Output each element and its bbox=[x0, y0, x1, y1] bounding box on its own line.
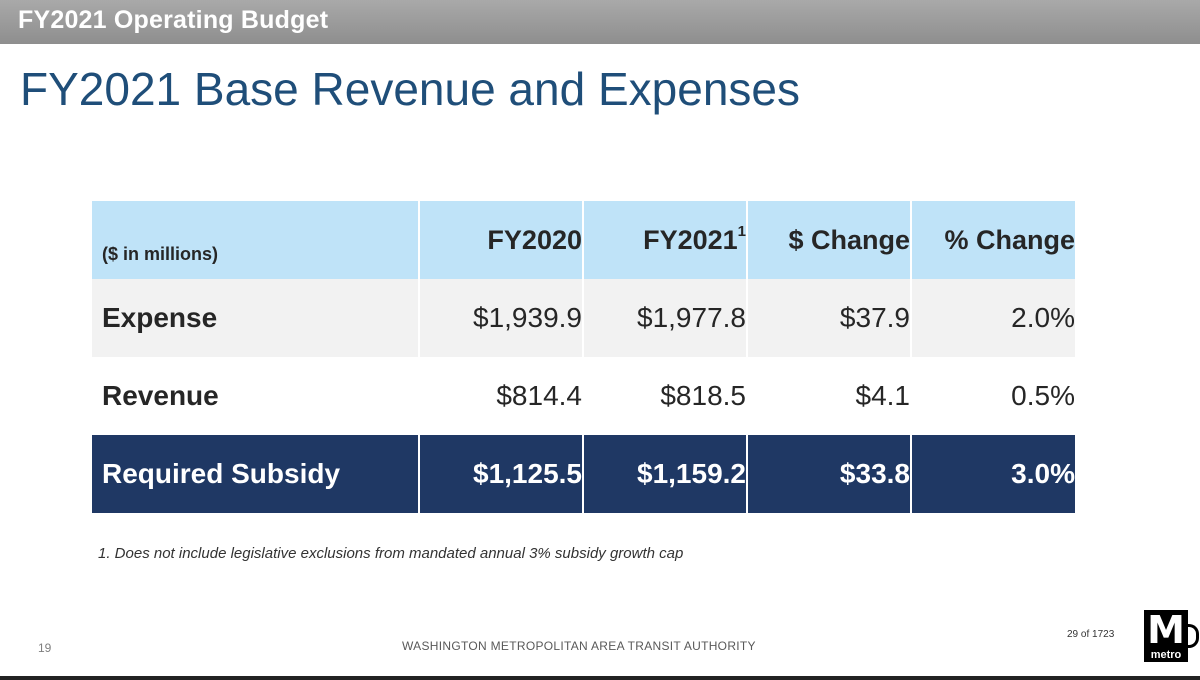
cell-fy2020: $814.4 bbox=[419, 357, 584, 435]
table-row-revenue: Revenue $814.4 $818.5 $4.1 0.5% bbox=[92, 357, 1075, 435]
col-header-fy2021-label: FY2021 bbox=[643, 224, 738, 255]
cell-dollar-change: $33.8 bbox=[747, 435, 912, 513]
row-label: Expense bbox=[92, 279, 420, 357]
unit-label: ($ in millions) bbox=[92, 201, 420, 279]
row-label: Required Subsidy bbox=[92, 435, 420, 513]
cell-fy2020: $1,939.9 bbox=[419, 279, 584, 357]
table-row-expense: Expense $1,939.9 $1,977.8 $37.9 2.0% bbox=[92, 279, 1075, 357]
col-header-fy2020: FY2020 bbox=[419, 201, 584, 279]
cell-fy2021: $1,159.2 bbox=[583, 435, 748, 513]
budget-table: ($ in millions) FY2020 FY20211 $ Change … bbox=[92, 201, 1075, 513]
footnote-marker: 1 bbox=[737, 222, 746, 240]
row-label: Revenue bbox=[92, 357, 420, 435]
cell-fy2020: $1,125.5 bbox=[419, 435, 584, 513]
logo-ring-icon bbox=[1184, 624, 1199, 648]
slide-page-number: 19 bbox=[38, 641, 52, 655]
metro-logo-word: metro bbox=[1150, 649, 1182, 661]
cell-dollar-change: $37.9 bbox=[747, 279, 912, 357]
col-header-fy2021: FY20211 bbox=[583, 201, 748, 279]
cell-fy2021: $1,977.8 bbox=[583, 279, 748, 357]
cell-percent-change: 3.0% bbox=[911, 435, 1075, 513]
document-page-count: 29 of 1723 bbox=[1067, 629, 1115, 640]
table-header-row: ($ in millions) FY2020 FY20211 $ Change … bbox=[92, 201, 1075, 279]
bottom-divider bbox=[0, 676, 1200, 680]
metro-logo-letter: M bbox=[1147, 608, 1185, 652]
organization-name: WASHINGTON METROPOLITAN AREA TRANSIT AUT… bbox=[402, 639, 756, 653]
cell-percent-change: 2.0% bbox=[911, 279, 1075, 357]
footnote: 1. Does not include legislative exclusio… bbox=[98, 545, 684, 562]
metro-logo: M metro bbox=[1144, 610, 1188, 662]
slide-title: FY2021 Base Revenue and Expenses bbox=[20, 63, 800, 115]
table-row-required-subsidy: Required Subsidy $1,125.5 $1,159.2 $33.8… bbox=[92, 435, 1075, 513]
cell-percent-change: 0.5% bbox=[911, 357, 1075, 435]
cell-fy2021: $818.5 bbox=[583, 357, 748, 435]
col-header-dollar-change: $ Change bbox=[747, 201, 912, 279]
section-header-title: FY2021 Operating Budget bbox=[18, 6, 329, 34]
cell-dollar-change: $4.1 bbox=[747, 357, 912, 435]
col-header-percent-change: % Change bbox=[911, 201, 1075, 279]
section-header-bar: FY2021 Operating Budget bbox=[0, 0, 1200, 44]
